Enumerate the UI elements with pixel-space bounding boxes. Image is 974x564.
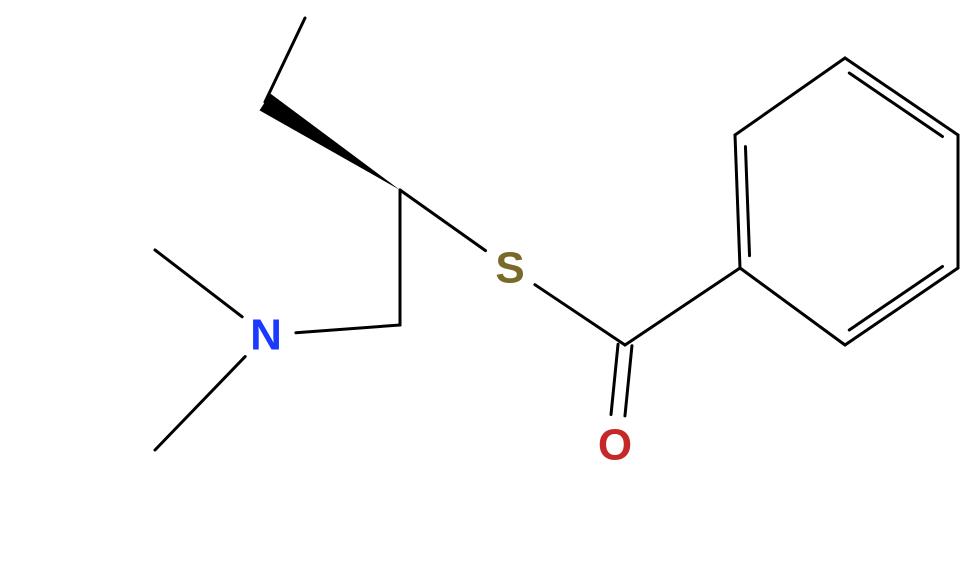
- atom-label-layer: N S O: [250, 244, 632, 470]
- bond-line: [155, 250, 242, 317]
- bond-line: [625, 346, 632, 416]
- bond-line: [155, 357, 245, 450]
- bond-line: [735, 135, 740, 268]
- bond-line: [845, 268, 958, 345]
- atom-label-n: N: [250, 311, 282, 360]
- molecule-canvas: N S O: [0, 0, 974, 564]
- bond-wedge: [260, 94, 400, 190]
- bond-line: [745, 147, 749, 256]
- bond-line: [535, 285, 625, 345]
- bond-line: [735, 58, 845, 135]
- bond-line: [611, 344, 618, 414]
- bond-line: [400, 190, 486, 251]
- bond-line: [625, 268, 740, 345]
- bond-line: [265, 18, 305, 102]
- bond-line: [296, 325, 400, 333]
- atom-label-s: S: [495, 244, 524, 293]
- bond-line: [845, 58, 958, 135]
- bond-layer: [155, 18, 958, 450]
- bond-line: [849, 73, 942, 136]
- bond-line: [849, 266, 942, 329]
- atom-label-o: O: [598, 421, 632, 470]
- bond-line: [740, 268, 845, 345]
